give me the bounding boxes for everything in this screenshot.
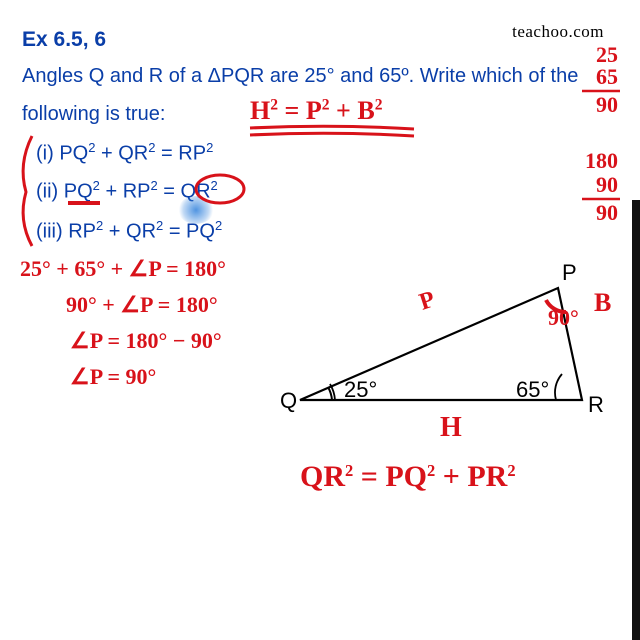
right-dark-strip (632, 200, 640, 640)
margin-90b: 90 (596, 172, 618, 198)
page: teachoo.com Ex 6.5, 6 Angles Q and R of … (0, 0, 632, 640)
circle-qr2 (193, 172, 247, 206)
option-i: (i) PQ2 + QR2 = RP2 (36, 140, 213, 166)
side-label-h: H (440, 412, 462, 444)
question-line-1: Angles Q and R of a ΔPQR are 25° and 65º… (22, 62, 582, 91)
exercise-header: Ex 6.5, 6 (22, 28, 106, 52)
vertex-p: P (562, 260, 577, 285)
option-i-a: (i) PQ (36, 143, 88, 165)
underline-pq-ii (68, 200, 102, 208)
formula-h: H (250, 96, 270, 125)
option-iii-b: + QR (103, 221, 156, 243)
brand-logo: teachoo.com (512, 22, 604, 42)
options-bracket (16, 134, 36, 250)
work-line-2: 90° + ∠P = 180° (66, 292, 218, 318)
work-line-4: ∠P = 90° (70, 364, 156, 390)
angle-p-90: 90° (548, 305, 579, 331)
side-label-b: B (594, 288, 611, 318)
formula-b: + B (336, 96, 375, 125)
vertex-r: R (588, 392, 604, 417)
margin-180: 180 (585, 148, 618, 174)
bottom-pq: = PQ (361, 460, 427, 493)
margin-90a: 90 (596, 92, 618, 118)
option-ii-b: + RP (100, 181, 151, 203)
option-i-c: = RP (155, 143, 206, 165)
bottom-qr: QR (300, 460, 345, 493)
formula-p: = P (285, 96, 322, 125)
bottom-pr: + PR (443, 460, 508, 493)
formula-underline (248, 124, 418, 140)
margin-65: 65 (596, 64, 618, 90)
option-i-b: + QR (95, 143, 148, 165)
vertex-q: Q (280, 388, 297, 413)
angle-r: 65° (516, 377, 549, 402)
option-iii-c: = PQ (163, 221, 215, 243)
work-line-1: 25° + 65° + ∠P = 180° (20, 256, 226, 282)
triangle-figure: P Q R 25° 65° (280, 240, 610, 440)
angle-q: 25° (344, 377, 377, 402)
bottom-formula: QR2 = PQ2 + PR2 (300, 460, 516, 494)
work-line-3: ∠P = 180° − 90° (70, 328, 222, 354)
question-line-2: following is true: (22, 100, 165, 129)
option-iii-a: (iii) RP (36, 221, 96, 243)
margin-90c: 90 (596, 200, 618, 226)
pythagoras-formula: H2 = P2 + B2 (250, 96, 383, 126)
